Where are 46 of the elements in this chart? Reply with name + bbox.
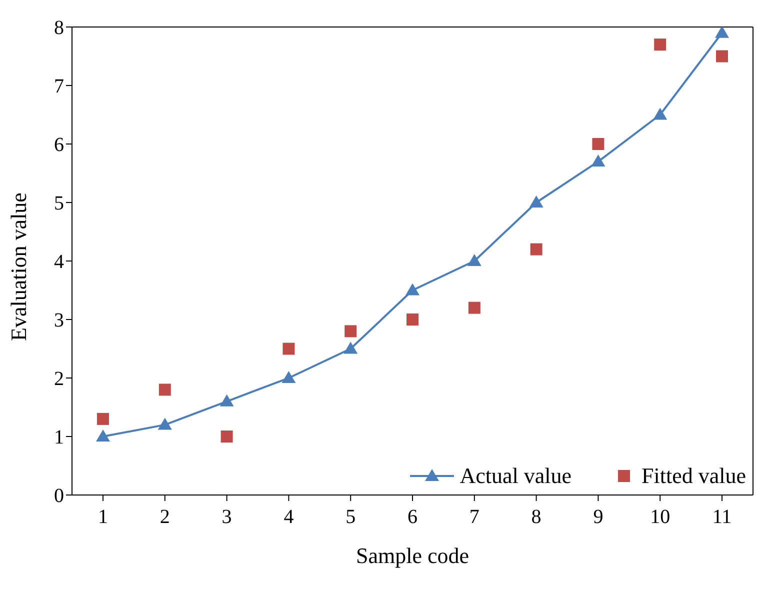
y-tick-label: 4 <box>54 251 64 274</box>
y-axis-title: Evaluation value <box>6 192 31 341</box>
x-tick-label: 1 <box>98 506 108 528</box>
point <box>591 154 606 167</box>
point <box>282 371 296 383</box>
point <box>529 196 544 208</box>
point <box>468 302 480 314</box>
point <box>158 384 171 396</box>
point <box>97 412 109 425</box>
point <box>715 27 729 38</box>
y-tick-label: 6 <box>54 134 64 156</box>
point <box>406 314 418 326</box>
legend-label: Actual value <box>460 463 572 489</box>
point <box>282 342 295 355</box>
point <box>96 430 110 442</box>
x-tick-label: 2 <box>160 506 170 528</box>
point <box>592 138 604 150</box>
legend-label: Fitted value <box>642 463 746 489</box>
point <box>344 325 357 338</box>
x-tick-label: 9 <box>593 506 604 528</box>
y-tick-label: 2 <box>54 368 64 390</box>
y-tick-label: 7 <box>54 76 64 98</box>
y-tick-label: 5 <box>54 192 64 215</box>
point <box>716 50 728 62</box>
x-tick-label: 3 <box>222 506 232 528</box>
point <box>406 283 420 296</box>
x-tick-label: 7 <box>469 506 480 528</box>
point <box>344 342 358 354</box>
x-tick-label: 6 <box>408 506 418 528</box>
point <box>530 243 542 256</box>
point <box>653 108 668 120</box>
point <box>220 394 234 406</box>
point <box>158 418 172 430</box>
x-tick-label: 11 <box>712 506 732 528</box>
point <box>654 38 666 51</box>
x-tick-label: 4 <box>284 506 294 528</box>
y-tick-label: 8 <box>54 17 64 40</box>
y-tick-label: 3 <box>54 310 64 332</box>
point <box>220 430 233 442</box>
point <box>467 254 482 266</box>
x-tick-label: 8 <box>531 506 542 528</box>
y-tick-label: 1 <box>54 426 64 449</box>
x-axis-title: Sample code <box>356 543 470 568</box>
x-tick-label: 10 <box>650 506 670 528</box>
y-tick-label: 0 <box>54 485 64 508</box>
x-tick-label: 5 <box>346 506 356 528</box>
